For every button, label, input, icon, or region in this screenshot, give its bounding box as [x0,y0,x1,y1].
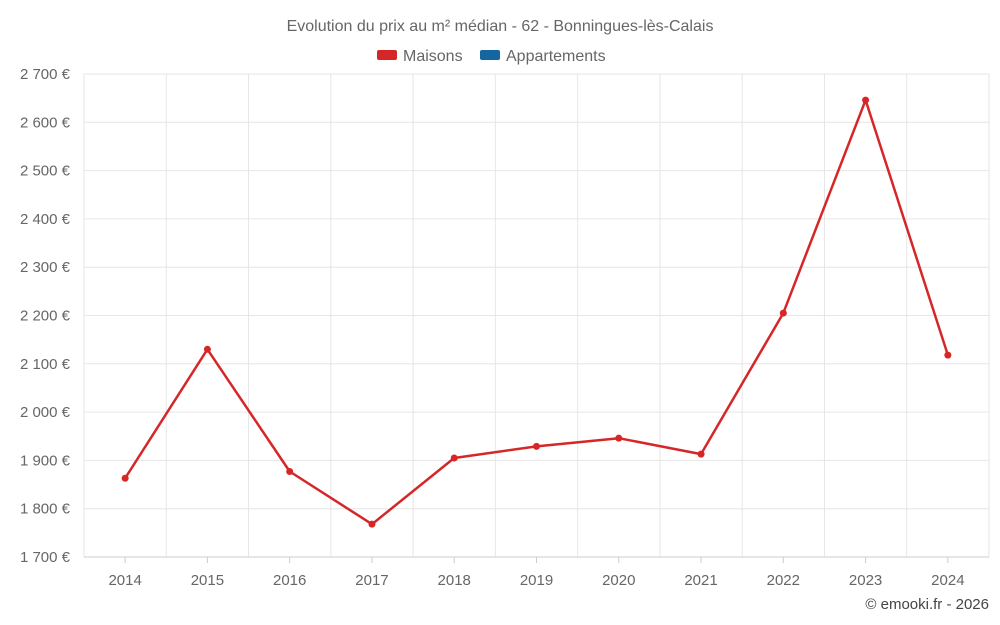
legend-label-maisons: Maisons [403,48,463,65]
series-maisons [121,96,952,528]
legend-swatch-appartements [480,50,500,60]
data-point-maisons-2021[interactable] [697,450,705,458]
credit-text: © emooki.fr - 2026 [865,596,989,613]
data-point-maisons-2024[interactable] [944,351,952,359]
data-point-maisons-2020[interactable] [615,434,623,442]
legend-item-appartements[interactable]: Appartements [480,48,606,65]
y-tick-label: 2 700 € [20,66,71,83]
data-point-maisons-2017[interactable] [368,520,376,528]
legend: Maisons Appartements [377,48,606,65]
legend-label-appartements: Appartements [506,48,606,65]
chart-title: Evolution du prix au m² médian - 62 - Bo… [287,18,714,35]
x-tick-label: 2019 [520,572,553,589]
data-point-maisons-2023[interactable] [862,96,870,104]
x-tick-label: 2017 [355,572,388,589]
data-point-maisons-2018[interactable] [450,454,458,462]
y-tick-label: 1 700 € [20,549,71,566]
legend-item-maisons[interactable]: Maisons [377,48,463,65]
y-tick-label: 2 400 € [20,211,71,228]
y-tick-label: 1 800 € [20,501,71,518]
x-tick-label: 2022 [767,572,800,589]
y-tick-label: 2 200 € [20,308,71,325]
x-tick-label: 2020 [602,572,635,589]
data-point-maisons-2014[interactable] [121,474,129,482]
y-axis: 1 700 € 1 800 € 1 900 € 2 000 € 2 100 € 2 200… [20,66,71,566]
grid [83,73,990,558]
data-point-maisons-2016[interactable] [286,468,294,476]
x-axis: 2014 2015 2016 2017 2018 2019 2020 2021 2022 2023… [84,556,989,589]
y-tick-label: 2 100 € [20,356,71,373]
y-tick-label: 2 600 € [20,114,71,131]
data-point-maisons-2022[interactable] [779,309,787,317]
data-point-maisons-2019[interactable] [533,442,540,450]
legend-swatch-maisons [377,50,397,60]
x-tick-label: 2018 [438,572,471,589]
y-tick-label: 2 300 € [20,259,71,276]
y-tick-label: 2 000 € [20,404,71,421]
x-tick-label: 2021 [684,572,717,589]
y-tick-label: 2 500 € [20,163,71,180]
x-tick-label: 2014 [108,572,141,589]
data-point-maisons-2015[interactable] [203,345,211,353]
x-tick-label: 2015 [191,572,224,589]
x-tick-label: 2016 [273,572,306,589]
x-tick-label: 2024 [931,572,964,589]
y-tick-label: 1 900 € [20,452,71,469]
x-tick-label: 2023 [849,572,882,589]
